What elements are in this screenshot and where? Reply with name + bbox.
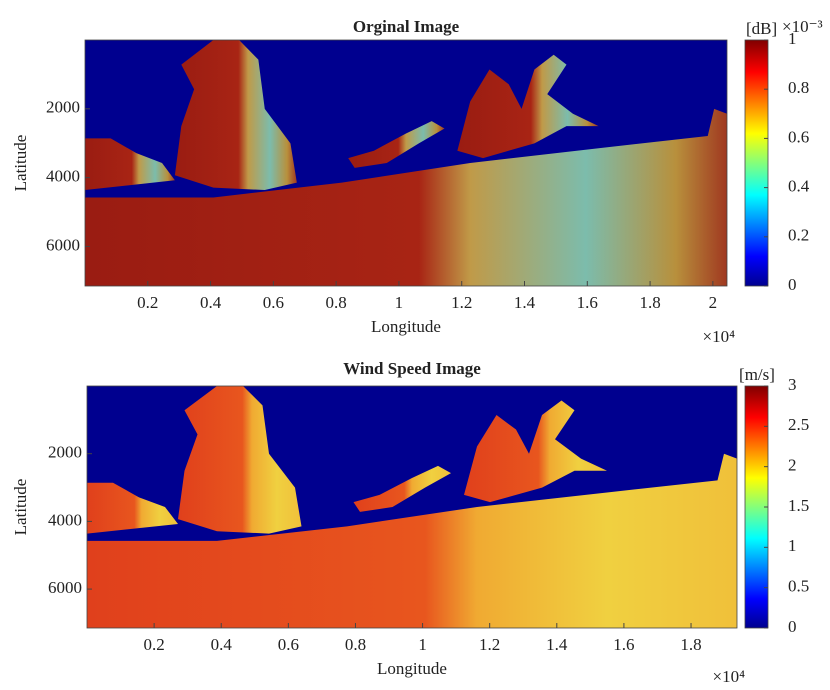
x-tick-label: 1.6 <box>613 635 634 654</box>
colorbar-tick-label: 0.2 <box>788 226 809 245</box>
land <box>457 54 599 159</box>
colorbar-tick-label: 0 <box>788 617 797 636</box>
y-tick-label: 4000 <box>48 510 82 529</box>
raster-image <box>85 40 727 286</box>
x-axis-label: Longitude <box>371 317 441 336</box>
land <box>87 482 178 534</box>
y-axis-label: Latitude <box>11 479 30 536</box>
colorbar-tick-label: 0 <box>788 275 797 294</box>
colorbar-tick-label: 0.8 <box>788 78 809 97</box>
colorbar-tick-label: 2.5 <box>788 415 809 434</box>
land <box>174 40 297 191</box>
x-tick-label: 2 <box>709 293 718 312</box>
colorbar-tick-label: 3 <box>788 375 797 394</box>
colorbar <box>744 39 769 287</box>
x-tick-label: 0.8 <box>326 293 347 312</box>
x-tick-label: 1.8 <box>639 293 660 312</box>
y-tick-label: 2000 <box>46 98 80 117</box>
x-tick-label: 0.2 <box>143 635 164 654</box>
colorbar-label: [dB] <box>746 19 777 38</box>
land <box>353 465 451 512</box>
colorbar-tick-label: 1 <box>788 536 797 555</box>
colorbar-tick-label: 1.5 <box>788 496 809 515</box>
x-tick-label: 0.8 <box>345 635 366 654</box>
y-tick-label: 6000 <box>46 235 80 254</box>
x-tick-label: 1.6 <box>577 293 598 312</box>
chart-title: Orginal Image <box>353 17 460 36</box>
x-tick-label: 0.4 <box>211 635 233 654</box>
x-tick-label: 0.6 <box>263 293 284 312</box>
chart-title: Wind Speed Image <box>343 359 481 378</box>
colorbar-tick-label: 2 <box>788 456 797 475</box>
land <box>85 108 727 286</box>
x-tick-label: 1.2 <box>451 293 472 312</box>
land <box>464 400 607 503</box>
raster-image <box>87 386 737 628</box>
x-tick-label: 0.2 <box>137 293 158 312</box>
axes-frame <box>86 385 738 629</box>
colorbar-exponent: ×10⁻³ <box>782 17 823 36</box>
x-tick-label: 0.4 <box>200 293 222 312</box>
land <box>85 138 175 191</box>
x-exponent: ×10⁴ <box>712 667 745 685</box>
land <box>87 453 737 628</box>
y-tick-label: 4000 <box>46 167 80 186</box>
x-tick-label: 1 <box>395 293 404 312</box>
x-tick-label: 1.2 <box>479 635 500 654</box>
colorbar-tick-label: 0.6 <box>788 127 809 146</box>
axes-frame <box>84 39 728 287</box>
colorbar-tick-label: 1 <box>788 29 797 48</box>
land <box>178 386 302 534</box>
y-tick-label: 2000 <box>48 443 82 462</box>
x-axis-label: Longitude <box>377 659 447 678</box>
y-tick-label: 6000 <box>48 578 82 597</box>
x-tick-label: 1 <box>418 635 427 654</box>
x-tick-label: 1.4 <box>546 635 568 654</box>
x-tick-label: 1.8 <box>680 635 701 654</box>
colorbar-tick-label: 0.4 <box>788 177 810 196</box>
x-tick-label: 1.4 <box>514 293 536 312</box>
land <box>348 121 445 168</box>
y-axis-label: Latitude <box>11 135 30 192</box>
x-exponent: ×10⁴ <box>702 327 735 346</box>
colorbar-tick-label: 0.5 <box>788 577 809 596</box>
colorbar-label: [m/s] <box>739 365 775 384</box>
x-tick-label: 0.6 <box>278 635 299 654</box>
